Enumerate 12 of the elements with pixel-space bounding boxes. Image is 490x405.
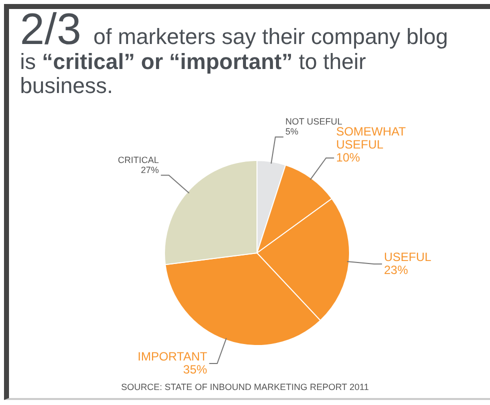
source-note: SOURCE: STATE OF INBOUND MARKETING REPORT 2011 bbox=[120, 382, 370, 392]
data-label: 27% bbox=[140, 164, 159, 175]
chart-title: 2/3 of marketers say their company blog is “critical” or “important” to their business. bbox=[20, 5, 448, 98]
data-label: 35% bbox=[183, 362, 208, 376]
slice-label: NOT USEFUL bbox=[285, 116, 342, 126]
slice-label: CRITICAL bbox=[118, 154, 159, 165]
slice-label: IMPORTANT bbox=[138, 349, 208, 364]
data-label: 10% bbox=[336, 150, 360, 164]
slice-label: USEFUL bbox=[384, 250, 432, 264]
slice-label: SOMEWHAT USEFUL bbox=[336, 124, 407, 152]
data-label: 23% bbox=[384, 262, 408, 277]
data-label: 5% bbox=[285, 126, 298, 136]
